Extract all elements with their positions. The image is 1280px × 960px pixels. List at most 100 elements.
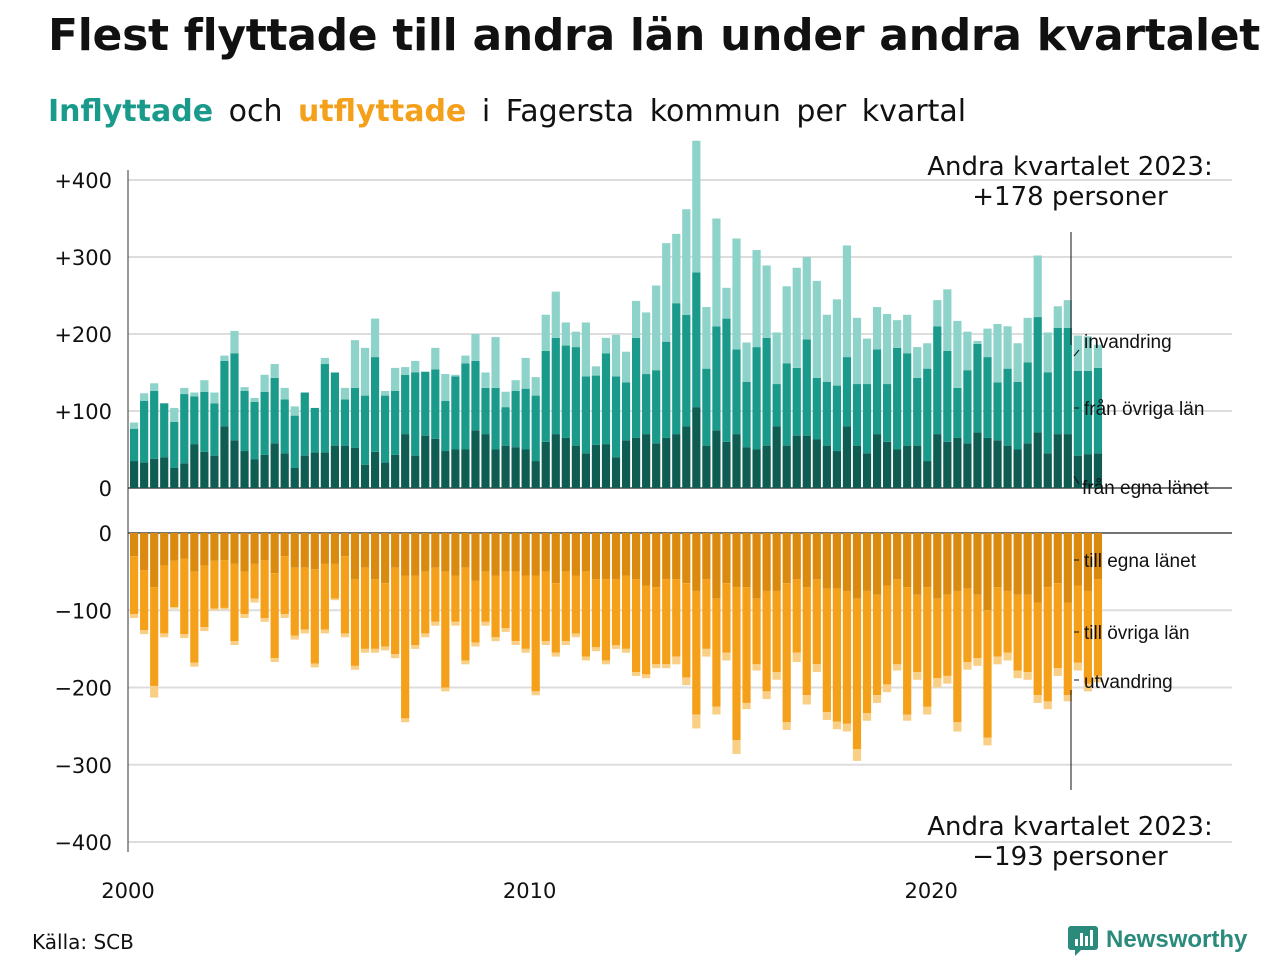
bar-out-to_local <box>320 533 329 564</box>
bar-out-to_other <box>903 587 912 715</box>
bar-out-emigration <box>1013 670 1022 679</box>
bar-out-to_other <box>1033 602 1042 696</box>
bar-in-from_other <box>541 350 550 442</box>
bar-out-emigration <box>1083 683 1092 692</box>
bar-in-from_other <box>772 384 781 427</box>
bar-in-immigration <box>150 383 159 391</box>
bar-out-emigration <box>712 706 721 715</box>
bar-out-to_other <box>210 560 219 609</box>
bar-in-from_other <box>521 388 530 450</box>
bar-in-from_local <box>180 463 189 488</box>
bar-out-to_other <box>270 573 279 659</box>
bar-out-to_other <box>160 565 169 634</box>
chart-subtitle: Inflyttade och utflyttade i Fagersta kom… <box>48 94 966 129</box>
upper-y-tick-label: +200 <box>54 323 112 347</box>
bar-in-from_other <box>1083 370 1092 455</box>
bar-in-from_other <box>431 369 440 439</box>
bar-out-to_local <box>431 533 440 568</box>
bar-out-to_other <box>280 556 289 615</box>
bar-in-immigration <box>180 387 189 395</box>
bar-out-to_local <box>561 533 570 572</box>
bar-out-to_local <box>340 533 350 557</box>
bar-in-immigration <box>240 387 249 391</box>
bar-in-from_other <box>451 376 460 450</box>
bar-in-immigration <box>953 320 962 388</box>
bar-in-from_local <box>220 426 229 488</box>
bar-in-immigration <box>832 299 841 386</box>
bar-out-to_local <box>752 533 761 599</box>
bar-out-emigration <box>441 687 450 692</box>
bar-out-to_other <box>913 594 922 673</box>
bar-in-from_local <box>170 467 179 488</box>
bar-out-to_other <box>571 575 580 634</box>
bar-in-immigration <box>1003 326 1012 369</box>
bar-out-emigration <box>923 706 932 715</box>
bar-in-from_local <box>521 449 530 488</box>
bar-out-emigration <box>1033 695 1042 703</box>
bar-in-immigration <box>752 250 761 348</box>
bar-in-immigration <box>210 392 219 404</box>
bar-in-from_local <box>762 445 771 488</box>
bar-out-emigration <box>421 633 430 638</box>
bar-out-to_other <box>250 563 259 599</box>
upper-y-tick-label: 0 <box>99 477 112 501</box>
bar-out-emigration <box>411 645 420 649</box>
bar-in-immigration <box>923 343 932 369</box>
bar-out-to_local <box>712 533 721 599</box>
bar-in-from_local <box>290 467 299 488</box>
bar-out-to_other <box>682 583 691 678</box>
bar-out-emigration <box>431 621 440 626</box>
bar-in-immigration <box>1033 255 1042 318</box>
bar-out-emigration <box>350 665 360 670</box>
bar-out-to_other <box>1073 585 1082 663</box>
bar-in-from_local <box>903 445 912 488</box>
bar-out-to_other <box>923 587 932 707</box>
bar-in-immigration <box>481 372 490 388</box>
bar-out-to_local <box>792 533 801 580</box>
bar-in-from_local <box>230 440 239 488</box>
series-label-upper: från övriga län <box>1084 399 1204 420</box>
chart-title: Flest flyttade till andra län under andr… <box>48 10 1261 61</box>
bar-in-immigration <box>1083 336 1092 371</box>
bar-out-emigration <box>732 740 741 754</box>
bar-in-immigration <box>792 267 801 368</box>
bar-out-to_local <box>190 533 199 572</box>
bar-out-emigration <box>621 648 631 653</box>
bar-out-to_local <box>672 533 681 580</box>
bar-out-to_other <box>200 565 209 628</box>
bar-out-emigration <box>381 646 390 651</box>
bar-in-from_local <box>832 451 841 488</box>
bar-in-from_local <box>491 449 500 488</box>
bar-in-immigration <box>381 390 390 396</box>
bar-in-from_local <box>140 462 149 488</box>
bar-in-from_local <box>280 453 289 488</box>
bar-out-to_other <box>190 571 199 663</box>
bar-in-from_other <box>692 272 701 408</box>
bar-out-to_other <box>883 585 892 685</box>
bar-out-to_local <box>280 533 289 557</box>
bar-in-from_other <box>872 349 882 435</box>
bar-in-immigration <box>993 323 1002 383</box>
bar-out-emigration <box>571 633 580 638</box>
bar-in-immigration <box>320 357 329 365</box>
bar-out-to_other <box>1043 587 1052 702</box>
bar-out-to_other <box>591 579 601 648</box>
bar-in-from_other <box>742 381 751 448</box>
bar-out-to_local <box>170 533 179 561</box>
bar-in-immigration <box>862 338 872 385</box>
bar-in-immigration <box>431 347 440 370</box>
newsworthy-logo[interactable]: Newsworthy <box>1068 924 1247 956</box>
bar-out-to_other <box>672 579 681 657</box>
bar-out-emigration <box>1063 695 1072 702</box>
bar-in-immigration <box>903 314 912 354</box>
bar-in-immigration <box>913 347 922 378</box>
bar-out-to_other <box>491 575 500 638</box>
bar-out-to_local <box>200 533 209 566</box>
bar-in-immigration <box>1043 332 1052 373</box>
bar-in-from_other <box>190 396 199 445</box>
bar-out-to_other <box>1023 594 1032 673</box>
bar-in-from_other <box>310 407 319 453</box>
bar-out-emigration <box>310 663 319 668</box>
bar-out-to_other <box>441 571 450 688</box>
bar-out-to_local <box>1013 533 1022 595</box>
